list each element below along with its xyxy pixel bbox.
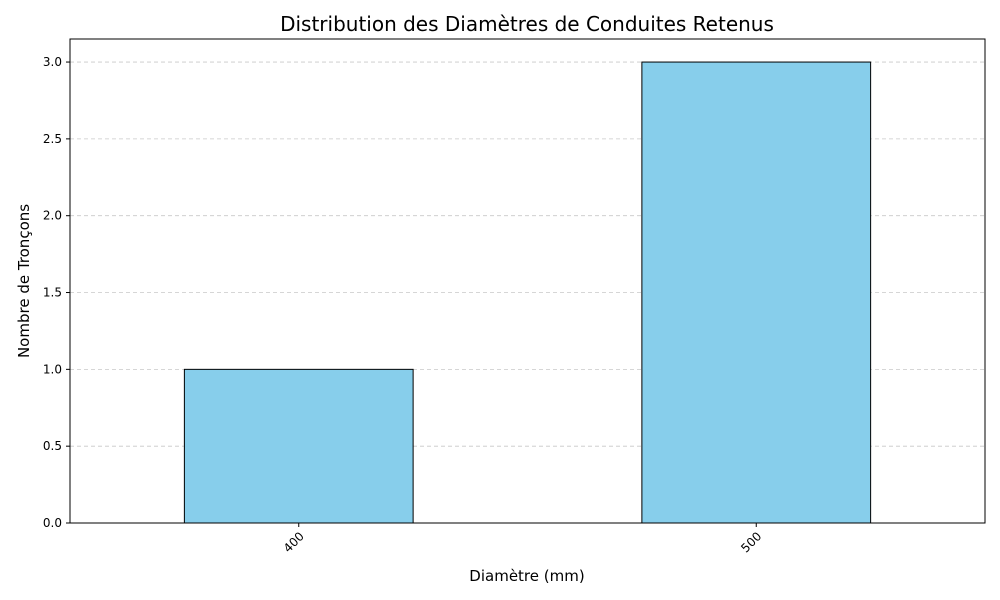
bar-400	[183, 368, 414, 524]
bars	[183, 61, 872, 524]
y-tick-label: 3.0	[43, 55, 62, 69]
y-tick-label: 0.5	[43, 439, 62, 453]
y-tick-label: 2.0	[43, 209, 62, 223]
chart-title: Distribution des Diamètres de Conduites …	[280, 12, 774, 36]
plot-frame	[69, 38, 986, 524]
x-axis-ticks: 400 500	[281, 523, 764, 555]
y-tick-label: 1.5	[43, 286, 62, 300]
grid-lines	[70, 61, 985, 447]
y-axis-ticks: 0.0 0.5 1.0 1.5 2.0 2.5 3.0	[43, 55, 70, 530]
y-tick-label: 2.5	[43, 132, 62, 146]
x-tick-label: 400	[281, 529, 307, 555]
bar-500	[641, 61, 872, 524]
x-axis-label: Diamètre (mm)	[469, 567, 584, 585]
y-tick-label: 1.0	[43, 362, 62, 376]
y-axis-label: Nombre de Tronçons	[15, 204, 33, 358]
y-tick-label: 0.0	[43, 516, 62, 530]
x-tick-label: 500	[738, 529, 764, 555]
